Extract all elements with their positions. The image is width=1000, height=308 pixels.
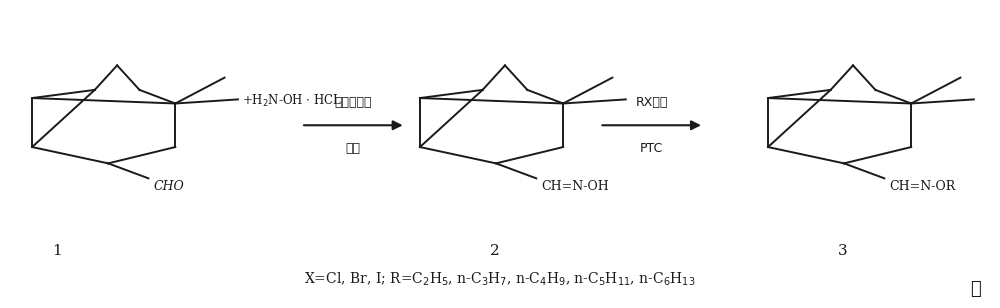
Text: 3: 3 [838,244,848,258]
Text: CH=N-OH: CH=N-OH [541,180,609,193]
Text: CHO: CHO [153,180,184,193]
Text: CH=N-OR: CH=N-OR [889,180,956,193]
Text: X=Cl, Br, I; R=C$_2$H$_5$, n-C$_3$H$_7$, n-C$_4$H$_9$, n-C$_5$H$_{11}$, n-C$_6$H: X=Cl, Br, I; R=C$_2$H$_5$, n-C$_3$H$_7$,… [304,271,696,288]
Text: 碑性化合物: 碑性化合物 [335,95,372,109]
Text: 。: 。 [970,280,981,298]
Text: +H$_2$N-OH $\cdot$ HCL: +H$_2$N-OH $\cdot$ HCL [242,92,342,108]
Text: RX，碑: RX，碑 [635,95,668,109]
Text: 溶剂: 溶剂 [346,142,361,155]
Text: PTC: PTC [640,142,663,155]
Text: 2: 2 [490,244,500,258]
Text: 1: 1 [53,244,62,258]
